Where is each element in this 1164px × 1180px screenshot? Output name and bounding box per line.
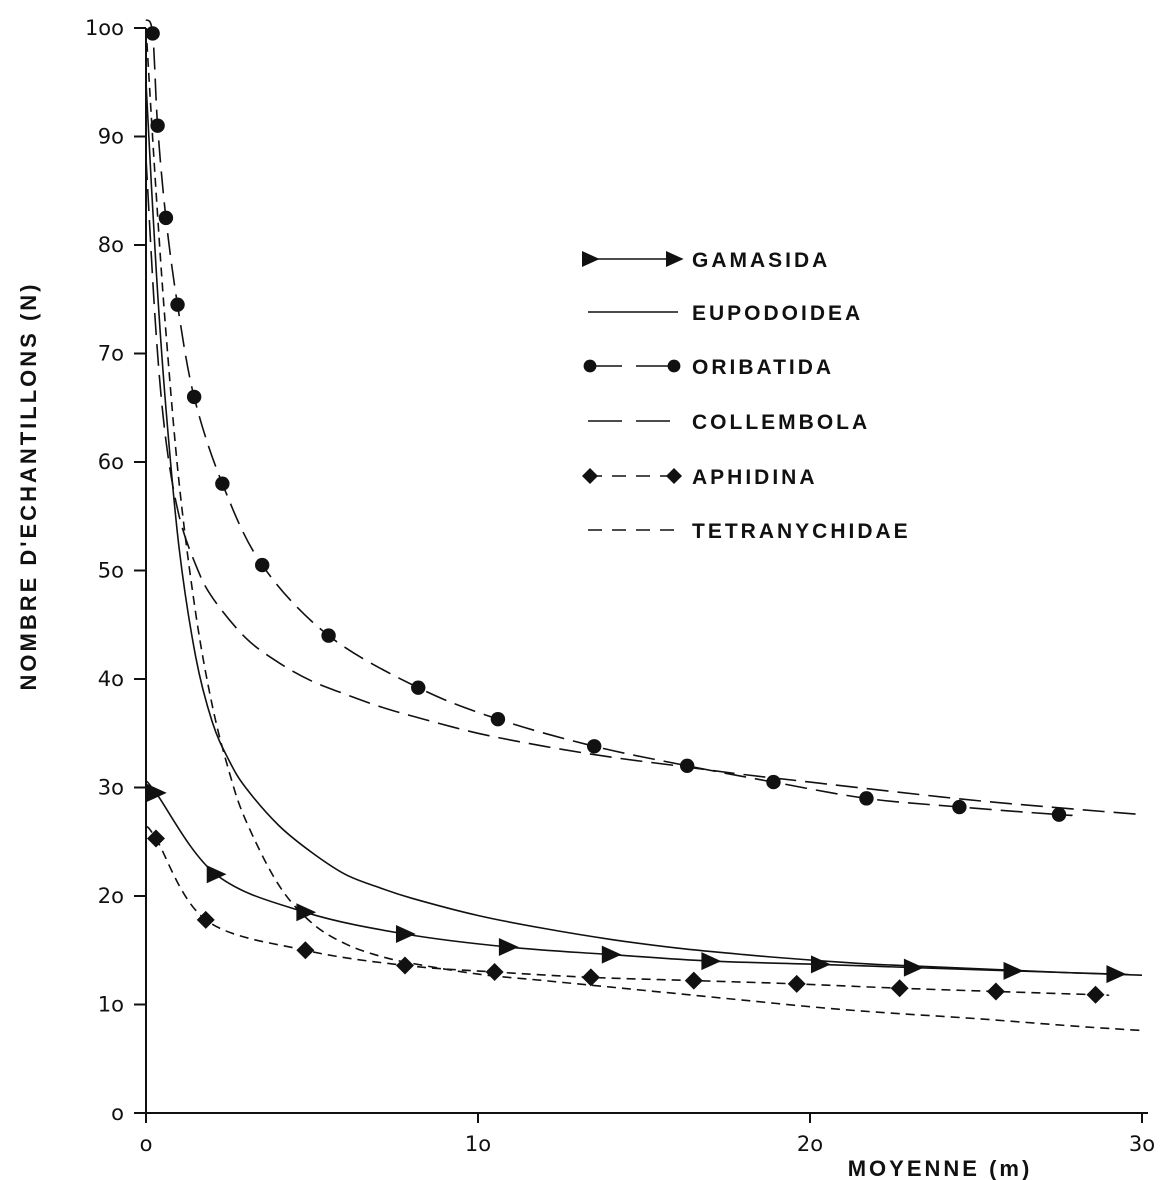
legend-label-tetranychidae: TETRANYCHIDAE — [692, 520, 911, 543]
legend-marker-gamasida — [666, 251, 684, 267]
series-line-collembola — [145, 158, 1143, 816]
series-line-oribatida — [145, 19, 1073, 817]
legend-marker-aphidina — [582, 468, 598, 484]
y-tick-label: 2o — [98, 884, 124, 908]
series-line-aphidina — [145, 825, 1110, 997]
legend-marker-oribatida — [667, 359, 681, 373]
legend-item-aphidina: APHIDINA — [582, 466, 818, 489]
series-collembola — [145, 158, 1143, 816]
data-point-oribatida — [186, 389, 202, 405]
data-point-aphidina — [787, 974, 806, 993]
axes — [145, 28, 1148, 1114]
series-oribatida — [145, 19, 1073, 822]
data-point-gamasida — [146, 783, 167, 802]
data-point-aphidina — [196, 910, 215, 929]
data-point-oribatida — [411, 680, 426, 695]
data-point-aphidina — [146, 829, 165, 848]
data-point-gamasida — [395, 924, 416, 943]
data-point-oribatida — [952, 799, 967, 815]
data-point-gamasida — [903, 958, 924, 977]
y-tick-label: 5o — [98, 559, 124, 583]
series-line-eupodoidea — [145, 82, 1143, 976]
legend-item-collembola: COLLEMBOLA — [588, 411, 870, 434]
data-point-gamasida — [601, 945, 622, 964]
data-point-aphidina — [485, 962, 504, 981]
data-point-aphidina — [890, 979, 909, 998]
legend-label-collembola: COLLEMBOLA — [692, 411, 870, 434]
y-tick-label: 9o — [98, 125, 124, 149]
data-point-oribatida — [145, 26, 160, 41]
series-tetranychidae — [145, 27, 1143, 1032]
data-point-gamasida — [206, 865, 227, 884]
legend-label-oribatida: ORIBATIDA — [692, 356, 834, 379]
data-point-aphidina — [1086, 985, 1105, 1004]
data-point-oribatida — [1051, 807, 1067, 822]
data-point-aphidina — [296, 941, 315, 960]
legend-item-gamasida: GAMASIDA — [582, 249, 830, 272]
y-axis-title: NOMBRE D'ECHANTILLONS (N) — [16, 282, 41, 691]
y-tick-label: 1o — [98, 993, 124, 1017]
y-tick-label: 1oo — [85, 16, 124, 40]
legend-item-tetranychidae: TETRANYCHIDAE — [588, 520, 911, 543]
legend-item-oribatida: ORIBATIDA — [583, 356, 834, 379]
legend-marker-oribatida — [583, 359, 597, 373]
data-point-oribatida — [255, 557, 270, 573]
x-tick-label: 3o — [1129, 1132, 1155, 1156]
data-point-oribatida — [150, 118, 165, 133]
y-tick-label: 3o — [98, 776, 124, 800]
x-tick-label: 1o — [465, 1132, 491, 1156]
legend-marker-aphidina — [666, 468, 682, 484]
data-point-gamasida — [810, 955, 831, 974]
data-point-oribatida — [679, 758, 695, 773]
data-point-oribatida — [766, 774, 781, 790]
data-point-aphidina — [581, 968, 600, 987]
legend-label-aphidina: APHIDINA — [692, 466, 818, 489]
legend: GAMASIDA EUPODOIDEA ORIBATIDA COLLEMBOLA APH… — [582, 249, 911, 543]
data-point-oribatida — [587, 739, 602, 754]
data-point-oribatida — [490, 711, 506, 727]
data-point-oribatida — [215, 476, 230, 491]
legend-label-eupodoidea: EUPODOIDEA — [692, 302, 863, 325]
legend-item-eupodoidea: EUPODOIDEA — [588, 302, 863, 325]
y-tick-label: 6o — [98, 450, 124, 474]
series-layer — [145, 19, 1143, 1032]
data-point-oribatida — [170, 297, 185, 312]
x-tick-label: o — [140, 1132, 153, 1156]
y-tick-label: 8o — [98, 233, 124, 257]
data-point-aphidina — [684, 971, 703, 990]
data-point-gamasida — [498, 937, 519, 956]
x-tick-label: 2o — [797, 1132, 823, 1156]
data-point-oribatida — [158, 210, 174, 226]
legend-marker-gamasida — [582, 251, 600, 267]
data-point-gamasida — [296, 903, 317, 922]
x-axis-title: MOYENNE (m) — [848, 1156, 1033, 1180]
y-tick-label: o — [111, 1101, 124, 1125]
data-point-aphidina — [986, 982, 1005, 1001]
series-eupodoidea — [145, 82, 1143, 976]
data-point-gamasida — [701, 952, 722, 971]
series-line-gamasida — [145, 780, 1130, 976]
series-gamasida — [145, 780, 1130, 984]
data-point-aphidina — [395, 956, 414, 975]
y-tick-label: 4o — [98, 667, 124, 691]
y-tick-label: 7o — [98, 342, 124, 366]
ticks: o 1o 2o 3o o 1o 2o 3o 4o 5o 6o 7o 8o 9o 1oo — [85, 16, 1155, 1156]
data-point-oribatida — [859, 791, 874, 806]
series-aphidina — [145, 825, 1110, 1004]
legend-label-gamasida: GAMASIDA — [692, 249, 830, 272]
series-line-tetranychidae — [145, 27, 1143, 1032]
data-point-oribatida — [321, 628, 336, 643]
